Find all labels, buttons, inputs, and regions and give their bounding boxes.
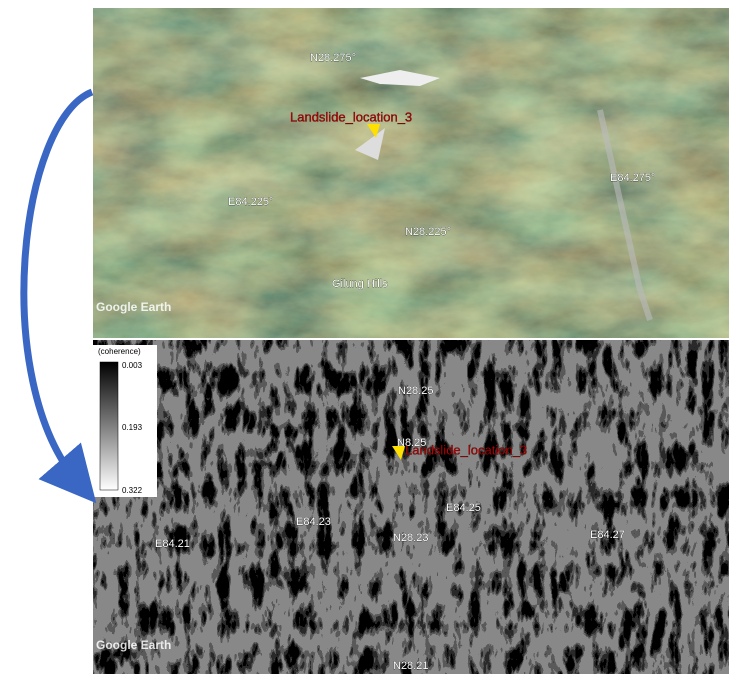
colorbar-tick-label: 0.003: [122, 361, 143, 370]
figure: N28.275° Landslide_location_3 E84.225° N…: [0, 0, 729, 674]
longitude-label: E84.225°: [228, 196, 273, 208]
latitude-label: N28.275°: [310, 52, 356, 64]
longitude-label: E84.275°: [610, 172, 655, 184]
longitude-label: E84.23: [296, 516, 331, 528]
latitude-label: N28.225°: [405, 226, 451, 238]
place-label: Gilung Hills: [332, 278, 388, 290]
colorbar-title: (coherence): [98, 347, 141, 356]
longitude-label: E84.21: [155, 538, 190, 550]
top-panel: N28.275° Landslide_location_3 E84.225° N…: [93, 8, 729, 338]
google-earth-logo: Google Earth: [96, 300, 171, 314]
google-earth-logo: Google Earth: [96, 638, 171, 652]
colorbar-tick-label: 0.322: [122, 486, 143, 495]
latitude-label: N28.21: [393, 660, 428, 672]
placemark-label: Landslide_location_3: [290, 109, 412, 124]
longitude-label: E84.27: [590, 529, 625, 541]
latitude-label: N28.23: [393, 532, 428, 544]
latitude-label: N28.25: [398, 385, 433, 397]
placemark-label: Landslide_location_3: [405, 442, 527, 457]
colorbar-gradient: [100, 362, 118, 490]
longitude-label: E84.25: [446, 502, 481, 514]
bottom-panel: N28.25 N8.25 Landslide_location_3 E84.23…: [93, 340, 729, 674]
colorbar: (coherence) 0.003 0.193 0.322: [93, 345, 157, 497]
colorbar-tick-label: 0.193: [122, 423, 143, 432]
arrow: [24, 92, 92, 482]
